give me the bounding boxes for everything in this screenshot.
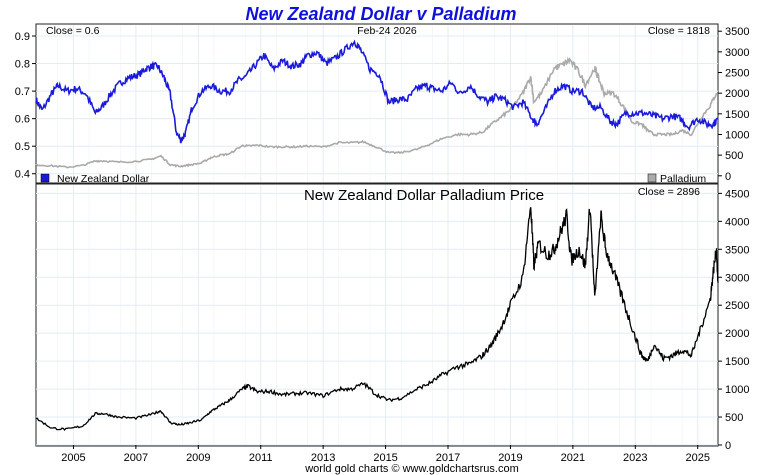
x-axis: 2005 2007 2009 2011 2013 2015 2017 2019 2021 2023… [61, 445, 710, 464]
top-panel: 0.4 0.5 0.6 0.7 0.8 0.9 0 500 1000 1500 2000 2500 3… [15, 23, 749, 185]
bottom-right-tick-label: 1500 [725, 356, 749, 368]
x-tick-label: 2025 [685, 452, 709, 464]
x-tick-label: 2011 [249, 452, 273, 464]
bottom-right-tick-label: 3000 [725, 272, 749, 284]
legend-nzd-swatch [40, 173, 50, 183]
top-right-tick-label: 0 [725, 171, 731, 183]
bottom-right-tick-label: 0 [725, 440, 731, 452]
x-tick-label: 2007 [124, 452, 148, 464]
legend-palladium-label: Palladium [660, 173, 706, 185]
top-date-label: Feb-24 2026 [357, 25, 417, 37]
bottom-right-tick-label: 4500 [725, 188, 749, 200]
nzd-series-line [35, 39, 719, 144]
bottom-panel: 0 500 1000 1500 2000 2500 3000 3500 4000 4500 New… [35, 183, 749, 452]
legend-palladium-swatch [647, 173, 657, 183]
x-tick-label: 2013 [311, 452, 335, 464]
footer-credit: world gold charts © www.goldchartsrus.co… [304, 463, 519, 475]
bottom-right-tick-label: 500 [725, 412, 743, 424]
x-tick-label: 2021 [561, 452, 585, 464]
legend-nzd: New Zealand Dollar [40, 173, 150, 185]
top-right-tick-label: 2000 [725, 88, 749, 100]
top-left-tick-label: 0.4 [15, 169, 30, 181]
price-series-line [35, 207, 719, 432]
x-tick-label: 2015 [373, 452, 397, 464]
top-close-right: Close = 1818 [648, 25, 710, 37]
top-right-tick-label: 1000 [725, 129, 749, 141]
top-left-tick-label: 0.6 [15, 114, 30, 126]
bottom-right-tick-label: 2500 [725, 300, 749, 312]
bottom-right-axis: 0 500 1000 1500 2000 2500 3000 3500 4000 4500 [718, 188, 749, 452]
legend-nzd-label: New Zealand Dollar [57, 173, 150, 185]
palladium-series-line [35, 56, 718, 169]
top-left-tick-label: 0.5 [15, 141, 30, 153]
bottom-chart-title: New Zealand Dollar Palladium Price [304, 187, 544, 204]
top-right-axis: 0 500 1000 1500 2000 2500 3000 3500 [718, 26, 749, 183]
top-right-tick-label: 3500 [725, 26, 749, 38]
top-left-tick-label: 0.9 [15, 31, 30, 43]
top-left-axis: 0.4 0.5 0.6 0.7 0.8 0.9 [15, 31, 36, 181]
x-tick-label: 2017 [436, 452, 460, 464]
bottom-close-label: Close = 2896 [638, 186, 700, 198]
x-tick-label: 2009 [186, 452, 210, 464]
top-right-tick-label: 3000 [725, 47, 749, 59]
top-panel-frame [35, 23, 719, 184]
bottom-right-tick-label: 2000 [725, 328, 749, 340]
top-right-tick-label: 500 [725, 150, 743, 162]
bottom-right-tick-label: 4000 [725, 216, 749, 228]
top-close-left: Close = 0.6 [46, 25, 100, 37]
bottom-gridlines [36, 185, 718, 446]
top-right-tick-label: 2500 [725, 68, 749, 80]
x-tick-label: 2019 [498, 452, 522, 464]
top-left-tick-label: 0.7 [15, 86, 30, 98]
bottom-right-tick-label: 1000 [725, 384, 749, 396]
bottom-panel-frame [35, 183, 719, 447]
top-right-tick-label: 1500 [725, 109, 749, 121]
x-tick-label: 2023 [623, 452, 647, 464]
bottom-right-tick-label: 3500 [725, 244, 749, 256]
x-tick-label: 2005 [61, 452, 85, 464]
legend-palladium: Palladium [647, 173, 706, 185]
chart-title: New Zealand Dollar v Palladium [245, 4, 516, 24]
top-left-tick-label: 0.8 [15, 59, 30, 71]
top-gridlines [36, 25, 718, 182]
